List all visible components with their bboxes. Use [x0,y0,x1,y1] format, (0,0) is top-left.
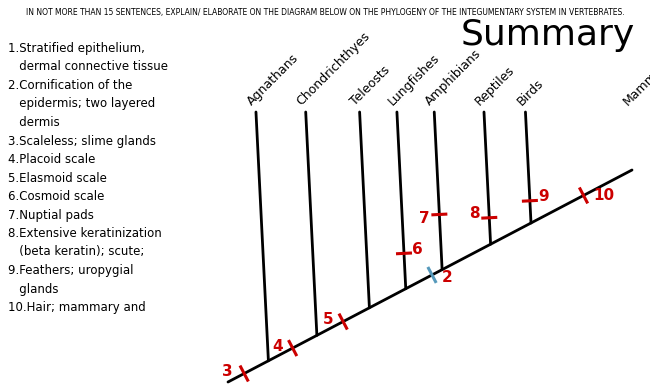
Text: Summary: Summary [461,18,635,52]
Text: 8: 8 [469,206,479,221]
Text: 3: 3 [222,364,232,379]
Text: 10: 10 [593,188,615,203]
Text: 2: 2 [442,271,453,286]
Text: Birds: Birds [514,77,546,108]
Text: Reptiles: Reptiles [473,63,517,108]
Text: Teleosts: Teleosts [348,63,393,108]
Text: 9: 9 [538,189,549,204]
Text: 5: 5 [322,312,333,327]
Text: Chondrichthyes: Chondrichthyes [294,29,373,108]
Text: 7: 7 [419,211,430,226]
Text: Lungfishes: Lungfishes [385,51,443,108]
Text: Agnathans: Agnathans [245,51,302,108]
Text: 4: 4 [272,339,283,354]
Text: IN NOT MORE THAN 15 SENTENCES, EXPLAIN/ ELABORATE ON THE DIAGRAM BELOW ON THE PH: IN NOT MORE THAN 15 SENTENCES, EXPLAIN/ … [26,8,624,17]
Text: 6: 6 [412,242,423,257]
Text: Amphibians: Amphibians [423,47,484,108]
Text: 1.Stratified epithelium,
   dermal connective tissue
2.Cornification of the
   e: 1.Stratified epithelium, dermal connecti… [8,42,168,314]
Text: Mammals: Mammals [621,56,650,108]
